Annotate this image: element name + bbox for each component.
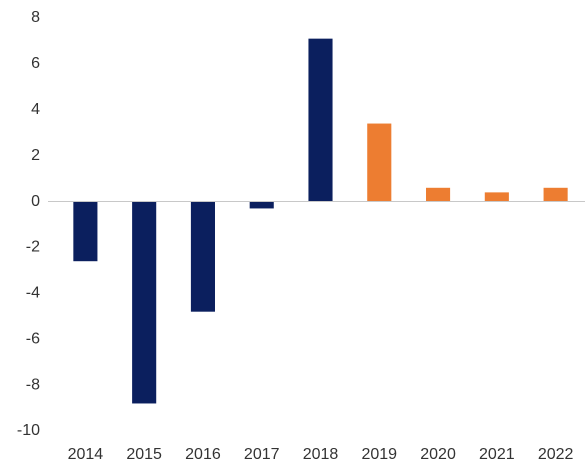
- bar: [190, 201, 215, 312]
- x-tick-label: 2019: [361, 446, 397, 463]
- y-tick-label: -2: [26, 239, 40, 256]
- y-tick-label: -6: [26, 330, 40, 347]
- bar: [73, 201, 98, 262]
- bar: [308, 38, 333, 202]
- bar: [132, 201, 157, 404]
- y-tick-label: 8: [31, 9, 40, 26]
- bar: [484, 192, 509, 202]
- bar: [426, 187, 451, 202]
- x-tick-label: 2020: [420, 446, 456, 463]
- y-tick-label: 2: [31, 147, 40, 164]
- y-tick-label: -8: [26, 376, 40, 393]
- x-tick-label: 2017: [244, 446, 280, 463]
- y-tick-label: 4: [31, 101, 40, 118]
- y-tick-label: 6: [31, 55, 40, 72]
- bar: [543, 187, 568, 202]
- y-tick-label: 0: [31, 193, 40, 210]
- bar: [367, 123, 392, 202]
- x-tick-label: 2021: [479, 446, 515, 463]
- x-tick-label: 2022: [538, 446, 574, 463]
- x-tick-label: 2018: [303, 446, 339, 463]
- x-tick-label: 2015: [126, 446, 162, 463]
- bar: [249, 201, 274, 209]
- y-tick-label: -10: [17, 422, 40, 439]
- x-tick-label: 2016: [185, 446, 221, 463]
- x-tick-label: 2014: [68, 446, 104, 463]
- y-tick-label: -4: [26, 285, 40, 302]
